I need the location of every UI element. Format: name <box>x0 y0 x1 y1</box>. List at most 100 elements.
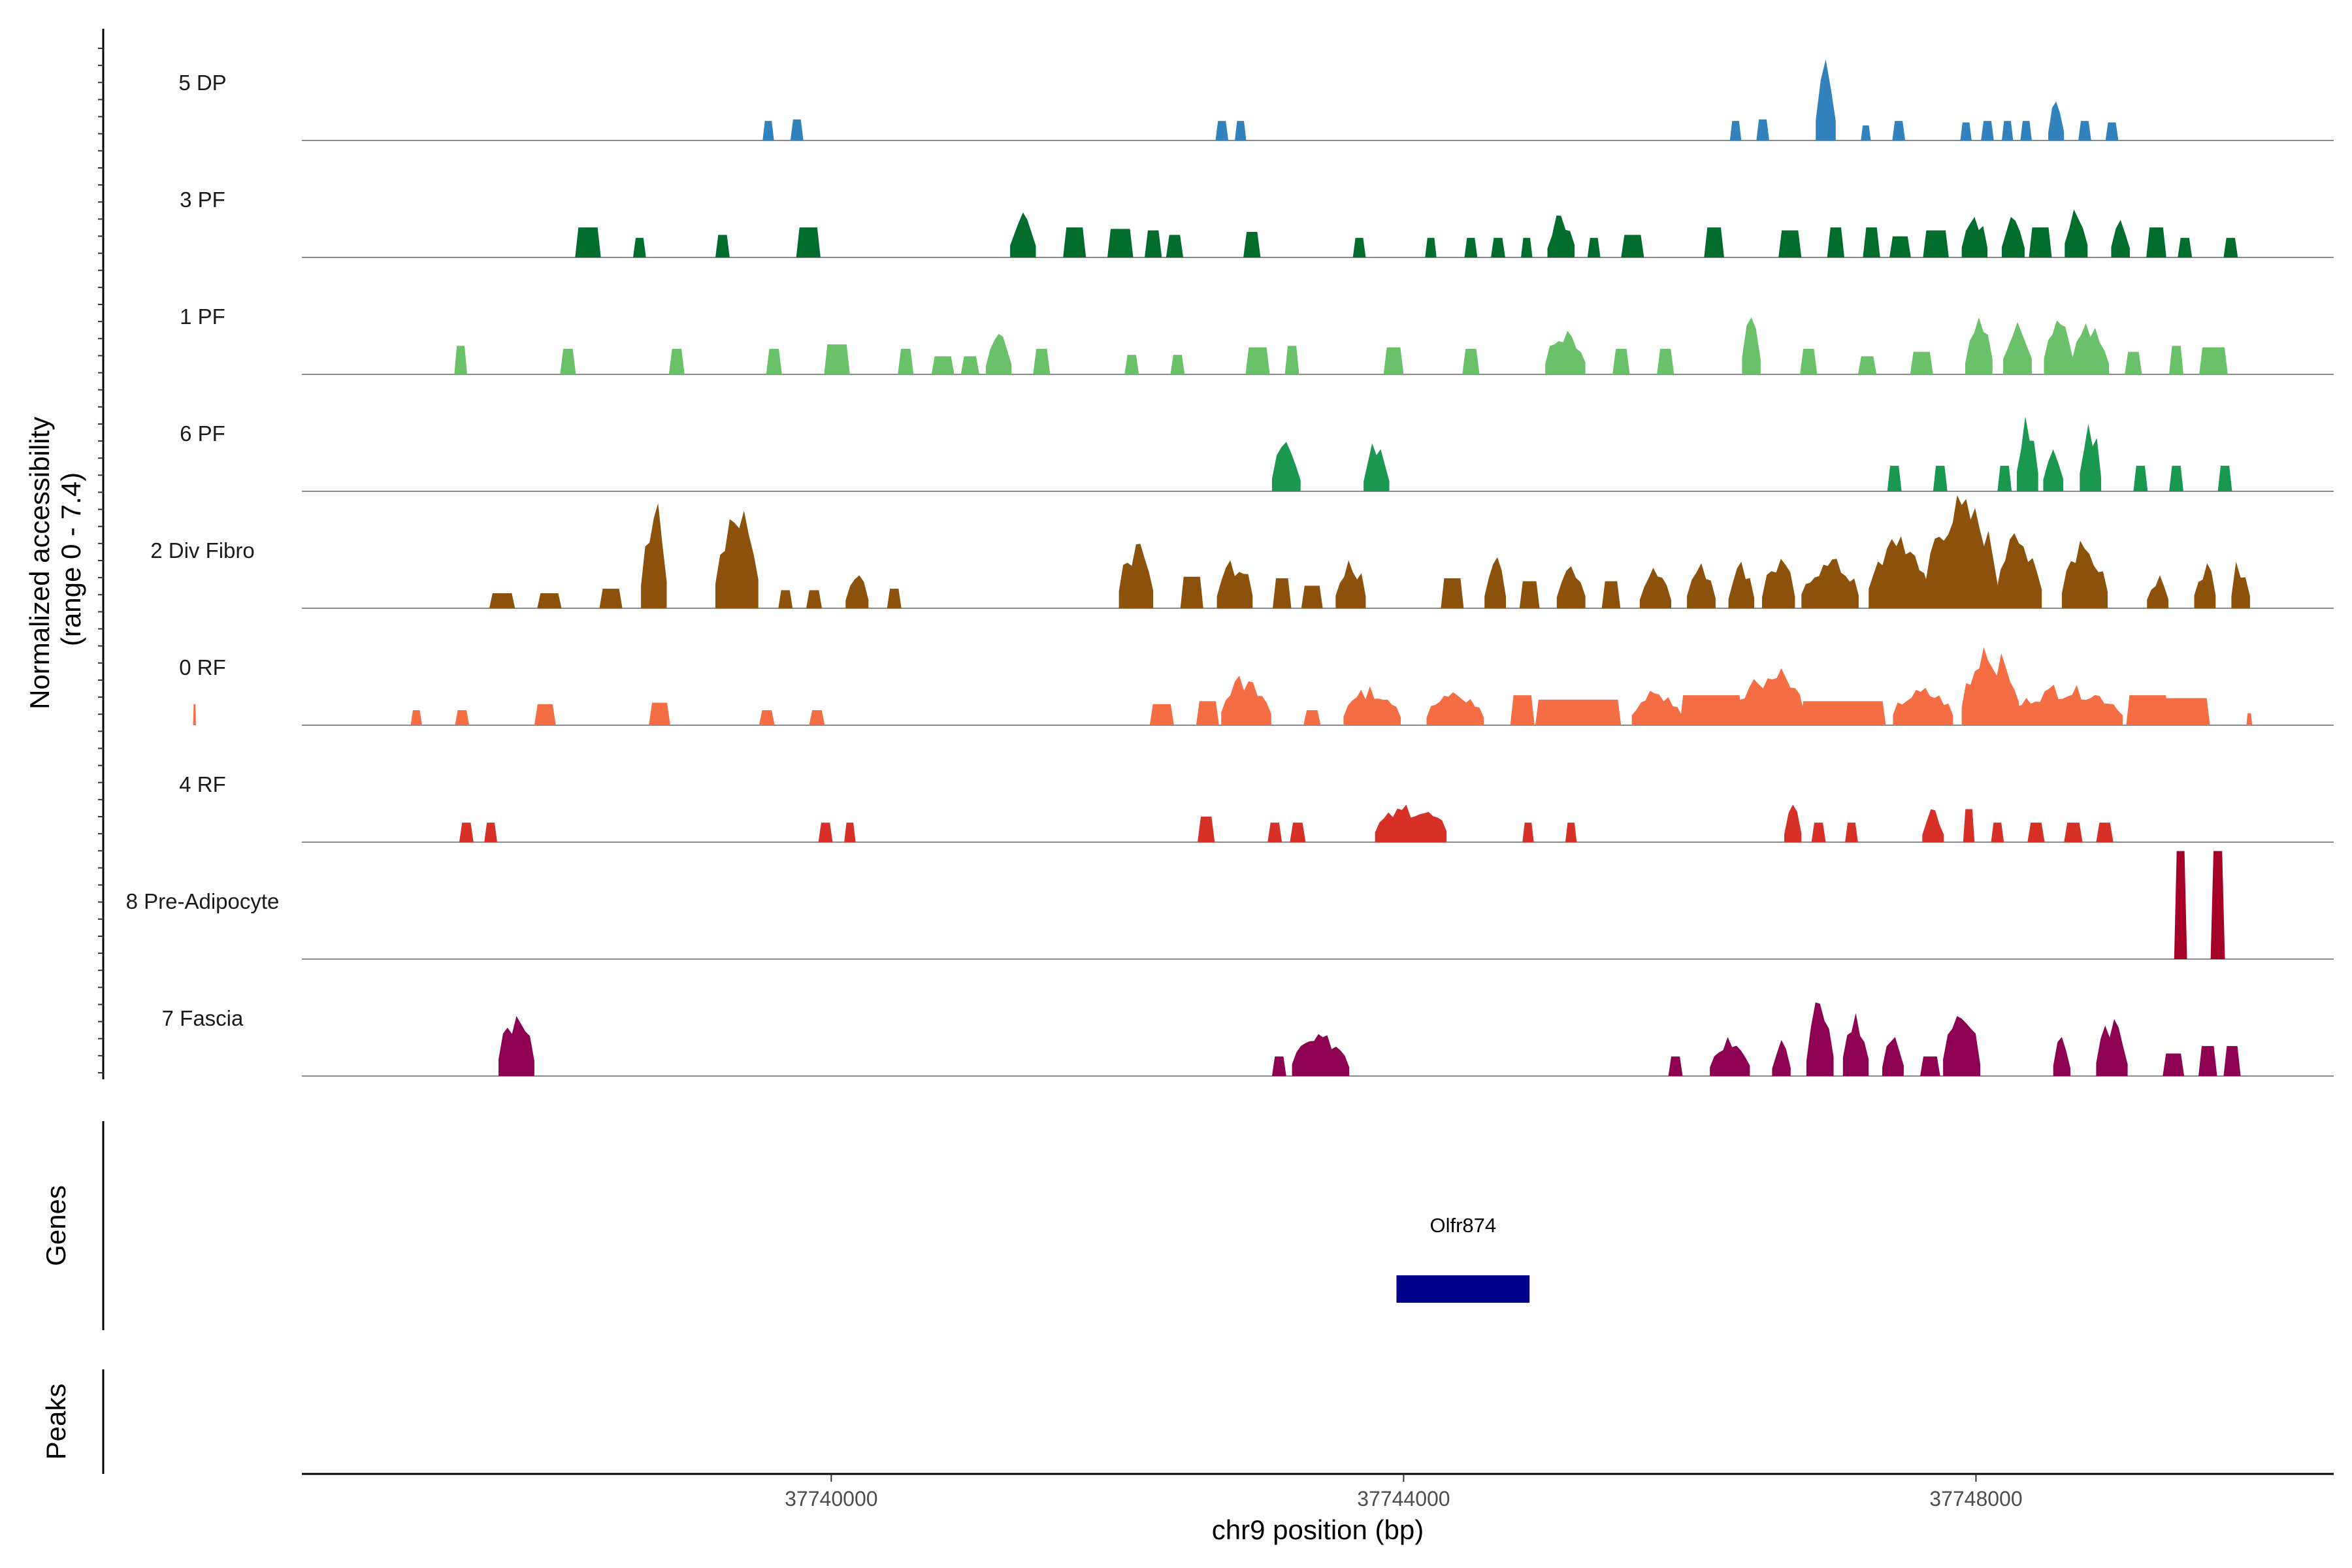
peak <box>1180 576 1203 608</box>
peak <box>887 589 902 608</box>
peak <box>1811 823 1826 842</box>
peak <box>1221 676 1271 725</box>
peak <box>1863 227 1880 257</box>
peak <box>2125 351 2142 374</box>
peak <box>1290 823 1306 842</box>
peak <box>1893 687 1953 725</box>
peak <box>1887 465 1902 491</box>
peak <box>1243 231 1261 257</box>
peak <box>1961 217 1987 257</box>
peak <box>845 575 869 608</box>
peak <box>2053 1037 2070 1076</box>
peak <box>484 823 497 842</box>
track-7-fascia: 7 Fascia <box>162 1002 2334 1077</box>
peak <box>1920 1056 1940 1076</box>
peak <box>1735 668 1805 725</box>
gene-body <box>1396 1275 1530 1303</box>
peak <box>2001 217 2025 257</box>
peak <box>1960 122 1972 140</box>
peak <box>1892 121 1906 140</box>
peak <box>1587 238 1601 257</box>
peak <box>898 348 914 374</box>
peak <box>1535 699 1622 725</box>
peak <box>1519 581 1540 608</box>
peak <box>1107 229 1134 257</box>
peak <box>2096 1019 2128 1076</box>
peak <box>2246 713 2253 725</box>
peak <box>1301 585 1323 608</box>
peak <box>1991 823 2004 842</box>
track-label-8-pre-adipocyte: 8 Pre-Adipocyte <box>126 889 280 913</box>
peak <box>1910 351 1933 374</box>
peak <box>1352 238 1366 257</box>
peak <box>806 590 823 608</box>
peak <box>1425 238 1437 257</box>
track-5-dp: 5 DP <box>178 59 2334 141</box>
peak <box>715 510 759 608</box>
peak <box>1668 1056 1683 1076</box>
peak <box>1961 647 2019 725</box>
peak <box>2169 346 2183 374</box>
peak <box>1827 227 1844 257</box>
peak <box>762 121 774 140</box>
x-axis-title: chr9 position (bp) <box>1212 1514 1424 1545</box>
peak <box>641 503 667 608</box>
peak <box>410 710 422 725</box>
peak <box>1933 465 1948 491</box>
peak <box>1545 331 1586 374</box>
peak <box>2001 121 2014 140</box>
peak <box>2072 323 2110 374</box>
peak <box>2194 563 2216 608</box>
gene-label: Olfr874 <box>1429 1214 1496 1237</box>
peak <box>1303 710 1321 725</box>
peak <box>766 348 782 374</box>
peak <box>1145 230 1162 257</box>
peak <box>668 348 685 374</box>
peak <box>193 704 196 725</box>
peak <box>1869 536 1929 608</box>
peak <box>1522 823 1534 842</box>
track-1-pf: 1 PF <box>180 304 2334 375</box>
peak <box>2198 1046 2217 1076</box>
peak <box>809 710 825 725</box>
peak <box>1963 809 1975 842</box>
peak <box>2096 823 2114 842</box>
peak <box>2133 465 2148 491</box>
peak <box>2044 320 2074 374</box>
gene-track: Olfr874 <box>1396 1214 1530 1303</box>
track-label-3-pf: 3 PF <box>180 188 225 212</box>
peak <box>2126 695 2170 725</box>
peak <box>1621 235 1644 257</box>
peak <box>2178 238 2193 257</box>
coverage-tracks: 5 DP 3 PF 1 PF 6 PF 2 Div Fibro 0 RF 4 RF 8 Pre… <box>126 59 2334 1077</box>
peak <box>2061 540 2108 608</box>
peak <box>1491 238 1505 257</box>
peak <box>2003 321 2032 374</box>
peak <box>1756 119 1769 140</box>
peak <box>2111 220 2130 257</box>
peak <box>2163 1053 2185 1076</box>
peak <box>1680 695 1743 725</box>
peak <box>459 823 474 842</box>
peak <box>2231 561 2250 608</box>
peak <box>1033 348 1051 374</box>
track-0-rf: 0 RF <box>179 647 2334 726</box>
peak <box>1426 692 1484 725</box>
peak <box>1292 1034 1350 1076</box>
peak <box>1601 581 1621 608</box>
peak <box>1704 227 1724 257</box>
track-2-div-fibro: 2 Div Fibro <box>150 495 2334 609</box>
peak <box>1521 238 1533 257</box>
peak <box>599 589 623 608</box>
peak <box>2217 465 2232 491</box>
peak <box>2043 449 2064 491</box>
peak <box>2174 851 2187 959</box>
peak <box>1925 495 1998 608</box>
peak <box>2169 465 2183 491</box>
peaks-panel-label: Peaks <box>41 1384 71 1460</box>
track-label-2-div-fibro: 2 Div Fibro <box>150 538 255 563</box>
genes-panel-label: Genes <box>41 1185 71 1266</box>
peak <box>1728 561 1754 608</box>
peak <box>2146 227 2166 257</box>
peak <box>489 593 515 608</box>
